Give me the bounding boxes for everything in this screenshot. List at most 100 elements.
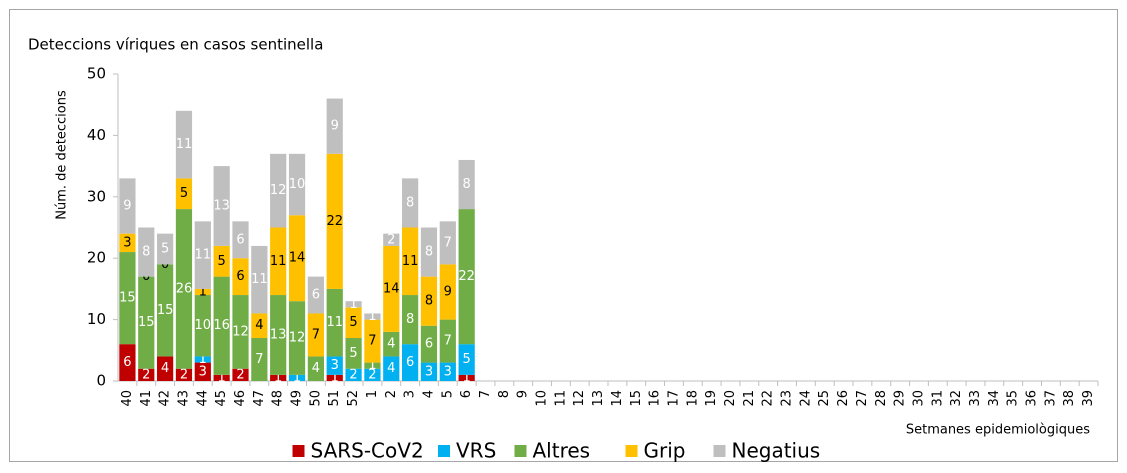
bar-segment [194, 295, 211, 357]
data-label: 7 [444, 235, 452, 250]
x-tick-label: 13 [591, 390, 606, 407]
data-label: 11 [176, 137, 193, 152]
x-tick-label: 8 [497, 390, 512, 398]
x-tick-label: 3 [403, 390, 418, 398]
data-label: 11 [251, 272, 268, 287]
data-label: 7 [444, 334, 452, 349]
bar-segment [288, 215, 306, 302]
bar-segment [119, 344, 136, 381]
legend-swatch [292, 445, 305, 457]
bar-segment [157, 233, 174, 265]
bar-segment [439, 319, 456, 363]
data-label: 7 [255, 352, 263, 367]
bar-segment [288, 153, 306, 216]
x-tick-label: 29 [893, 390, 908, 407]
data-label: 9 [331, 119, 339, 134]
x-tick-label: 36 [1025, 390, 1040, 407]
x-tick-label: 34 [987, 390, 1002, 407]
legend-swatch [625, 445, 638, 457]
x-tick-label: 4 [421, 390, 436, 398]
data-label: 11 [402, 254, 419, 269]
legend-label: Negatius [732, 439, 821, 463]
bar-segment [175, 110, 193, 179]
x-tick-label: 17 [666, 390, 681, 407]
data-label: 3 [123, 235, 131, 250]
bar-segment [458, 374, 475, 381]
data-label: 9 [444, 284, 452, 299]
x-tick-label: 48 [271, 390, 286, 407]
bar-segment [326, 374, 343, 381]
bar-segment [345, 338, 362, 369]
data-label: 4 [387, 337, 395, 352]
data-label: 5 [349, 346, 357, 361]
bar-segment [157, 356, 174, 381]
x-tick-label: 35 [1006, 390, 1021, 407]
data-label: 5 [463, 352, 471, 367]
bar-segment [326, 356, 343, 375]
data-label: 9 [123, 199, 131, 214]
data-label: 6 [123, 355, 131, 370]
x-tick-label: 19 [704, 390, 719, 407]
data-label: 6 [236, 269, 244, 284]
x-tick-label: 33 [968, 390, 983, 407]
x-tick-label: 5 [440, 390, 455, 398]
bar-segment [194, 362, 211, 381]
x-tick-label: 42 [158, 390, 173, 407]
x-tick-label: 18 [685, 390, 700, 407]
bar-segment [175, 178, 193, 210]
bar-segment [175, 209, 193, 369]
bar-segment [364, 313, 381, 320]
bar-segment [213, 374, 230, 381]
data-label: 12 [232, 324, 249, 339]
x-tick-label: 43 [176, 390, 191, 407]
bar-segment [213, 166, 230, 246]
data-label: 1 [218, 370, 226, 385]
data-label: 10 [195, 318, 212, 333]
x-tick-label: 50 [308, 390, 323, 407]
bar-segment [270, 227, 287, 296]
bar-segment [326, 153, 343, 289]
bar-segment [194, 356, 211, 363]
bar-segment [458, 344, 475, 375]
x-tick-label: 20 [723, 390, 738, 407]
bar-segment [345, 301, 362, 308]
data-label: 5 [349, 315, 357, 330]
bar-segment [383, 233, 400, 246]
data-label: 2 [387, 232, 395, 247]
x-tick-label: 30 [911, 390, 926, 407]
data-label: 16 [213, 318, 230, 333]
x-tick-label: 32 [949, 390, 964, 407]
data-label: 4 [161, 361, 169, 376]
x-tick-label: 39 [1081, 390, 1096, 407]
bar-segment [402, 178, 419, 228]
bar-segment [138, 227, 155, 277]
bar-segment [402, 344, 419, 381]
y-tick-label: 40 [87, 126, 106, 144]
bar-segment [345, 368, 362, 381]
data-label: 10 [289, 177, 306, 192]
data-label: 14 [383, 281, 400, 296]
bar-segment [420, 362, 438, 381]
bar-segment [194, 221, 211, 289]
data-label: 8 [463, 177, 471, 192]
data-label: 1 [293, 370, 301, 385]
data-label: 1 [463, 370, 471, 385]
data-label: 1 [331, 370, 339, 385]
x-tick-label: 15 [629, 390, 644, 407]
x-tick-label: 45 [214, 390, 229, 407]
x-tick-label: 25 [817, 390, 832, 407]
x-axis-title: Setmanes epidemiològiques [906, 423, 1090, 438]
data-label: 26 [176, 281, 193, 296]
x-tick-label: 46 [233, 390, 248, 407]
bar-segment [439, 362, 456, 381]
x-tick-label: 38 [1062, 390, 1077, 407]
bar-segment [232, 368, 249, 381]
data-label: 11 [270, 254, 287, 269]
bar-segment [213, 245, 230, 277]
bar-segment [383, 245, 400, 332]
bar-segment [307, 356, 324, 381]
data-label: 8 [406, 312, 414, 327]
data-label: 22 [458, 269, 475, 284]
data-label: 22 [326, 214, 343, 229]
y-axis-title: Núm. de deteccions [55, 90, 70, 220]
